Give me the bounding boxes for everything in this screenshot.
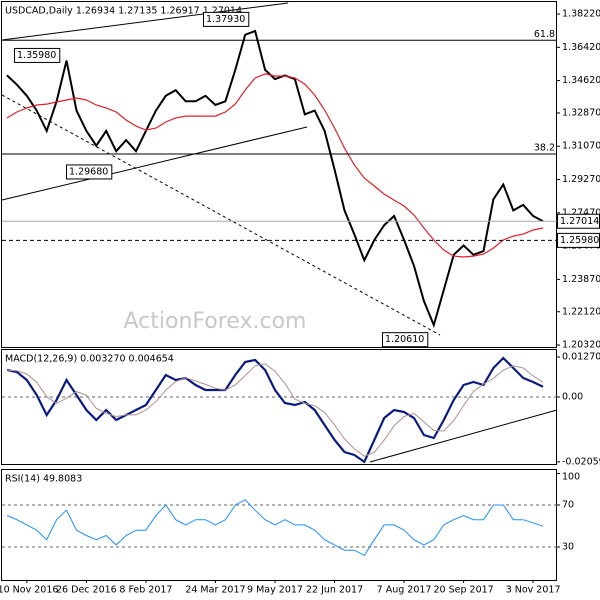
y-tick-label: 1.31070 [562,141,600,152]
y-tick-label: 70 [562,499,574,510]
panel-title: RSI(14) 49.8083 [5,474,82,485]
series-line [6,499,544,557]
y-tick-label: 1.34620 [562,75,600,86]
x-tick-label: 9 May 2017 [247,585,303,596]
y-tick-label: 1.36420 [562,42,600,53]
x-tick-label: 7 Aug 2017 [377,585,432,596]
pivot-label: 1.37930 [206,14,245,25]
rsi-panel [1,469,557,581]
macd-trend-line [369,409,558,463]
pivot-label: 1.20610 [385,334,424,345]
pivot-label: 1.35980 [17,50,56,61]
pivot-box [382,332,429,348]
y-tick-label: 1.20320 [562,340,600,351]
trend-line [1,94,441,336]
channel-line [1,126,308,201]
x-tick-label: 26 Dec 2016 [56,585,117,596]
fibo-label: 61.8 [534,29,555,40]
y-tick-label: 1.29270 [562,174,600,185]
x-tick-label: 10 Nov 2016 [0,585,58,596]
price-level-label: 1.25980 [560,235,599,246]
x-tick-label: 8 Feb 2017 [119,585,172,596]
series-line [6,356,544,464]
pivot-box [66,164,113,180]
y-tick-label: 1.23870 [562,274,600,285]
y-tick-label: 1.32870 [562,107,600,118]
panel-title: MACD(12,26,9) 0.003270 0.004654 [5,354,174,365]
y-tick-label: 100 [562,472,580,483]
price-panel [1,1,557,348]
series-line [6,29,544,329]
y-tick-label: 1.27470 [562,207,600,218]
y-tick-label: 0.00 [562,391,583,402]
y-tick-label: 1.22120 [562,306,600,317]
y-tick-label: 1.38220 [562,9,600,20]
series-line [6,73,544,258]
macd-panel [1,349,557,465]
panel-title: USDCAD,Daily 1.26934 1.27135 1.26917 1.2… [5,6,242,17]
channel-line [1,2,289,41]
x-tick-label: 3 Nov 2017 [506,585,561,596]
watermark: ActionForex.com [124,309,307,334]
x-tick-label: 24 Mar 2017 [185,585,245,596]
y-tick-label: 30 [562,542,574,553]
x-tick-label: 20 Sep 2017 [434,585,494,596]
fibo-label: 38.2 [534,143,555,154]
price-level-label: 1.27014 [560,216,599,227]
pivot-label: 1.29680 [69,166,108,177]
x-tick-label: 22 Jun 2017 [306,585,363,596]
series-line [6,363,544,457]
pivot-box [14,47,61,63]
y-tick-label: -0.020599 [562,456,600,467]
pivot-box [203,11,250,27]
